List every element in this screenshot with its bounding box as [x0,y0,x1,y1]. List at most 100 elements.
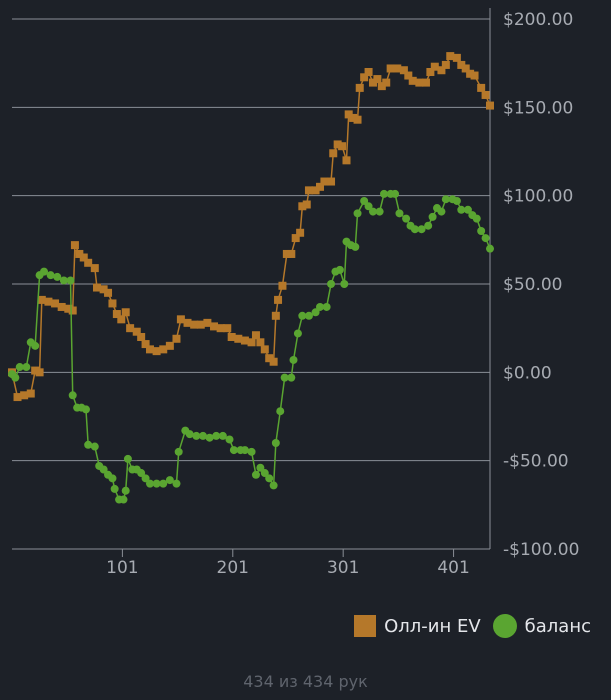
data-point[interactable] [68,306,77,315]
data-point[interactable] [404,71,413,80]
data-point[interactable] [11,373,20,382]
data-point[interactable] [353,115,362,124]
data-point[interactable] [192,431,201,440]
data-point[interactable] [251,331,260,340]
data-point[interactable] [210,322,219,331]
data-point[interactable] [452,53,461,62]
data-point[interactable] [327,280,336,288]
legend-item-balance[interactable]: баланс [492,614,591,638]
data-point[interactable] [322,302,331,311]
data-point[interactable] [304,186,313,195]
data-point[interactable] [274,295,283,304]
data-point[interactable] [282,249,291,258]
data-point[interactable] [486,244,494,253]
data-point[interactable] [269,481,278,490]
data-point[interactable] [421,78,430,87]
data-point[interactable] [240,336,249,345]
data-point[interactable] [183,318,192,327]
data-point[interactable] [271,311,280,320]
data-point[interactable] [198,431,207,440]
data-point[interactable] [437,207,446,216]
data-point[interactable] [269,357,278,366]
data-point[interactable] [335,265,344,274]
data-point[interactable] [247,338,256,347]
data-point[interactable] [141,340,150,349]
data-point[interactable] [320,177,329,186]
data-point[interactable] [327,177,336,186]
data-point[interactable] [276,407,285,416]
data-point[interactable] [90,442,99,451]
data-point[interactable] [185,430,194,439]
data-point[interactable] [53,272,62,281]
data-point[interactable] [123,454,132,463]
data-point[interactable] [121,486,130,495]
data-point[interactable] [251,470,260,479]
data-point[interactable] [342,156,351,165]
data-point[interactable] [477,227,486,235]
data-point[interactable] [360,73,369,82]
data-point[interactable] [137,469,146,478]
data-point[interactable] [99,285,108,294]
data-point[interactable] [415,78,424,87]
data-point[interactable] [141,474,150,483]
data-point[interactable] [218,431,227,440]
data-point[interactable] [68,391,77,400]
data-point[interactable] [486,101,494,110]
data-point[interactable] [377,82,386,91]
data-point[interactable] [470,71,479,80]
data-point[interactable] [137,333,146,341]
data-point[interactable] [126,324,135,333]
data-point[interactable] [108,474,117,483]
data-point[interactable] [84,258,93,267]
data-point[interactable] [145,345,154,354]
data-point[interactable] [15,363,24,372]
data-point[interactable] [481,234,490,243]
data-point[interactable] [408,76,417,85]
data-point[interactable] [430,62,439,71]
data-point[interactable] [227,333,236,341]
data-point[interactable] [35,368,44,377]
data-point[interactable] [340,280,349,288]
data-point[interactable] [461,64,470,73]
data-point[interactable] [304,311,313,320]
data-point[interactable] [364,68,373,76]
data-point[interactable] [174,447,183,456]
data-point[interactable] [457,60,466,69]
data-point[interactable] [278,281,287,290]
data-point[interactable] [437,66,446,75]
data-point[interactable] [75,249,84,258]
data-point[interactable] [234,334,243,343]
data-point[interactable] [190,320,199,329]
data-point[interactable] [287,373,296,382]
data-point[interactable] [152,479,161,488]
data-point[interactable] [441,60,450,69]
data-point[interactable] [287,249,296,258]
data-point[interactable] [165,476,174,485]
data-point[interactable] [159,345,168,354]
data-point[interactable] [386,64,395,73]
data-point[interactable] [37,295,46,304]
data-point[interactable] [70,241,79,250]
data-point[interactable] [79,253,88,262]
data-point[interactable] [271,439,280,447]
data-point[interactable] [145,479,154,488]
data-point[interactable] [349,113,358,122]
data-point[interactable] [329,149,338,158]
data-point[interactable] [172,334,181,343]
data-point[interactable] [452,196,461,205]
data-point[interactable] [20,391,29,400]
data-point[interactable] [280,373,289,382]
data-point[interactable] [291,234,300,243]
data-point[interactable] [176,315,185,324]
data-point[interactable] [410,225,419,234]
data-point[interactable] [402,214,411,223]
data-point[interactable] [31,366,40,375]
data-point[interactable] [260,469,269,478]
data-point[interactable] [203,318,212,327]
data-point[interactable] [229,446,238,455]
data-point[interactable] [225,435,234,444]
data-point[interactable] [265,354,274,363]
data-point[interactable] [66,276,75,285]
data-point[interactable] [99,465,108,474]
data-point[interactable] [344,110,353,119]
